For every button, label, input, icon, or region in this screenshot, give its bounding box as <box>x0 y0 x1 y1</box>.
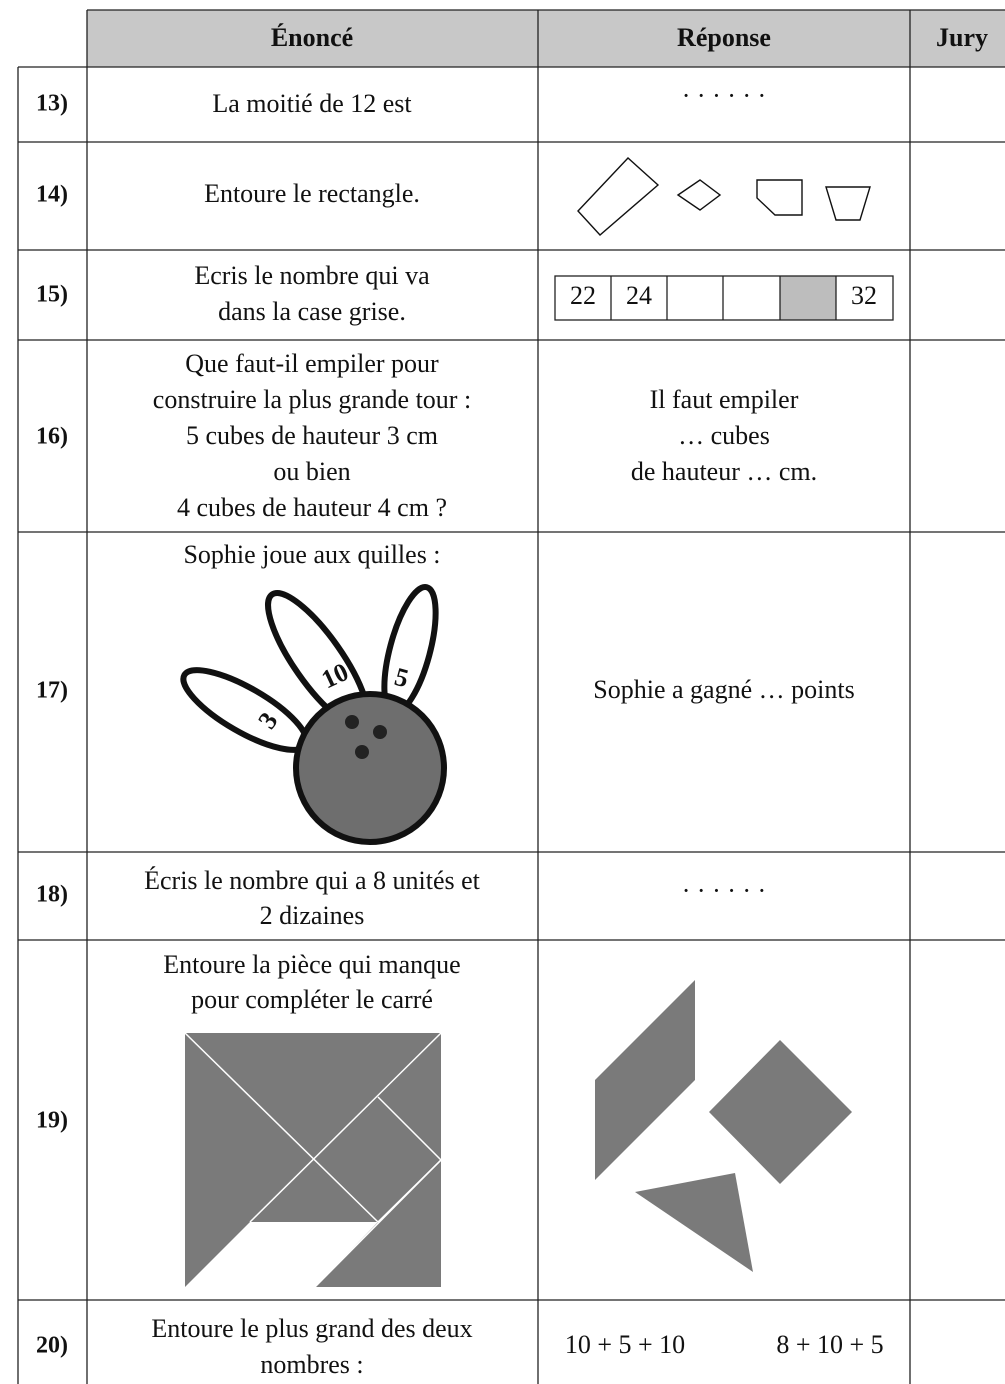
strip-frame <box>554 275 894 321</box>
statement: 2 dizaines <box>260 901 365 930</box>
column-header: Jury <box>936 23 988 52</box>
statement: Entoure le plus grand des deux <box>151 1314 472 1343</box>
shape-trapezoid[interactable] <box>825 186 871 221</box>
statement: Entoure le rectangle. <box>204 179 420 208</box>
ball-hole <box>345 715 359 729</box>
row-number: 18) <box>36 882 68 908</box>
statement: dans la case grise. <box>218 297 406 326</box>
header-bg <box>87 10 1005 67</box>
answer: · · · · · · <box>682 876 766 905</box>
statement: ou bien <box>273 457 350 486</box>
row-number: 19) <box>36 1108 68 1134</box>
statement: nombres : <box>260 1350 363 1379</box>
tangram-edge <box>314 1159 442 1288</box>
statement: La moitié de 12 est <box>212 89 412 118</box>
ball-hole <box>373 725 387 739</box>
statement: Sophie joue aux quilles : <box>183 540 440 569</box>
column-header: Énoncé <box>271 23 353 52</box>
statement: 4 cubes de hauteur 4 cm ? <box>177 493 447 522</box>
answer: … cubes <box>678 421 770 450</box>
strip-number: 32 <box>851 281 877 310</box>
row-number: 16) <box>36 424 68 450</box>
answer: Sophie a gagné … points <box>593 675 854 704</box>
row-number: 20) <box>36 1333 68 1359</box>
gray-cell <box>780 276 836 320</box>
statement: Ecris le nombre qui va <box>194 261 430 290</box>
answer: Il faut empiler <box>650 385 799 414</box>
shape-rectangle[interactable] <box>577 157 660 236</box>
answer: · · · · · · <box>682 81 766 110</box>
row-number: 13) <box>36 91 68 117</box>
tangram-edge <box>184 1032 379 1223</box>
column-header: Réponse <box>677 23 771 52</box>
statement: Que faut-il empiler pour <box>185 349 439 378</box>
strip-number: 22 <box>570 281 596 310</box>
piece-triangle[interactable] <box>635 1173 753 1272</box>
statement: 5 cubes de hauteur 3 cm <box>186 421 438 450</box>
bowling-illustration: 3 10 5 <box>180 584 447 845</box>
answer: 8 + 10 + 5 <box>776 1330 883 1359</box>
grid <box>17 9 1005 1384</box>
tangram-edge <box>249 1032 442 1223</box>
strip-number: 24 <box>626 281 652 310</box>
shape-diamond[interactable] <box>676 179 722 211</box>
answer: de hauteur … cm. <box>631 457 817 486</box>
ball <box>293 691 447 845</box>
statement: Entoure la pièce qui manque <box>163 950 460 979</box>
row-number: 14) <box>36 182 68 208</box>
statement: construire la plus grande tour : <box>153 385 471 414</box>
tangram <box>184 1032 443 1288</box>
row-number: 17) <box>36 678 68 704</box>
shape-pentagon[interactable] <box>756 179 803 216</box>
answer: 10 + 5 + 10 <box>565 1330 685 1359</box>
statement: Écris le nombre qui a 8 unités et <box>144 866 481 895</box>
missing-piece <box>185 1222 378 1287</box>
row-number: 15) <box>36 282 68 308</box>
piece-parallelogram[interactable] <box>595 980 695 1180</box>
statement: pour compléter le carré <box>191 985 433 1014</box>
ball-hole <box>355 745 369 759</box>
piece-square[interactable] <box>709 1040 852 1184</box>
